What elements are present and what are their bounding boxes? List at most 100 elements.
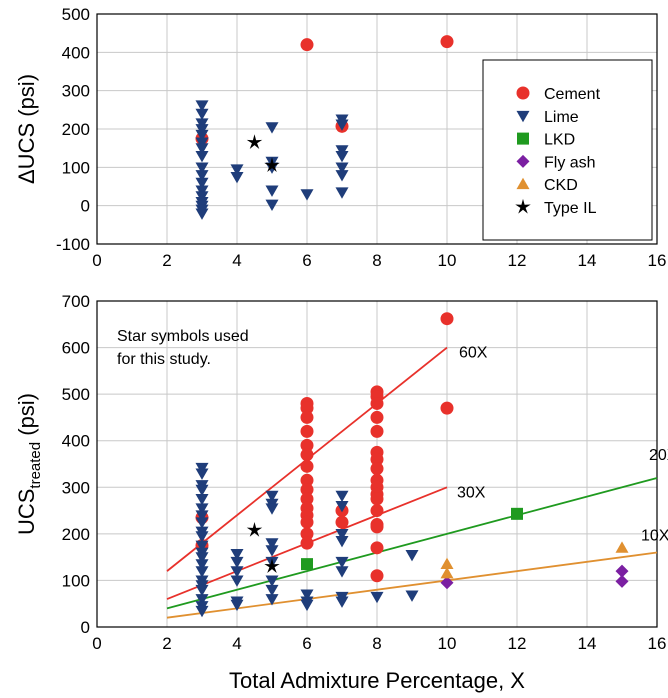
point	[265, 122, 279, 134]
point	[300, 189, 314, 201]
point	[195, 143, 209, 155]
x-tick-label: 2	[162, 634, 171, 653]
x-tick-label: 14	[578, 634, 597, 653]
legend-box	[482, 59, 653, 241]
point	[335, 596, 349, 608]
point	[440, 557, 454, 570]
point	[195, 137, 209, 149]
trend-label: 10X	[641, 527, 668, 544]
point	[370, 591, 384, 604]
y-tick-label: 200	[62, 525, 90, 544]
point	[440, 566, 454, 579]
point	[230, 172, 244, 184]
point	[300, 401, 314, 415]
point	[335, 535, 349, 548]
y-tick-label: 700	[62, 292, 90, 311]
trend-label: 60X	[459, 345, 488, 362]
plot-frame	[96, 13, 658, 245]
x-tick-label: 10	[438, 634, 457, 653]
point	[195, 584, 209, 597]
point	[265, 185, 279, 197]
point	[440, 576, 454, 590]
point	[370, 520, 384, 534]
legend-label: Lime	[544, 109, 579, 126]
x-tick-label: 10	[438, 251, 457, 270]
point	[300, 410, 314, 424]
point	[335, 501, 349, 513]
point	[246, 522, 263, 537]
x-tick-label: 16	[648, 251, 667, 270]
point	[195, 108, 209, 121]
point	[265, 199, 279, 212]
point	[195, 177, 209, 190]
point	[230, 566, 244, 578]
y-axis-label: ΔUCS (psi)	[14, 74, 39, 184]
x-tick-label: 4	[232, 634, 241, 653]
point	[195, 484, 209, 497]
point	[265, 538, 279, 550]
point	[195, 540, 209, 552]
point	[195, 191, 209, 203]
point	[335, 170, 349, 182]
point	[335, 119, 349, 131]
point	[265, 575, 279, 587]
y-tick-label: 300	[62, 82, 90, 101]
point	[615, 541, 629, 553]
point	[265, 594, 279, 606]
x-tick-label: 6	[302, 251, 311, 270]
y-label-suffix: (psi)	[14, 393, 39, 442]
point	[335, 150, 349, 163]
y-tick-label: -100	[56, 235, 90, 254]
point	[370, 410, 384, 424]
point	[615, 574, 629, 588]
point	[230, 549, 244, 561]
legend-label: LKD	[544, 132, 575, 149]
point	[335, 566, 349, 578]
point	[335, 515, 349, 529]
point	[335, 145, 349, 157]
point	[370, 424, 384, 438]
point	[195, 559, 209, 571]
legend-marker	[516, 154, 530, 168]
point	[300, 473, 314, 487]
y-tick-label: 0	[81, 618, 90, 637]
legend-label: Cement	[544, 86, 601, 103]
y-tick-label: 100	[62, 571, 90, 590]
y-tick-label: 100	[62, 158, 90, 177]
x-tick-label: 0	[92, 634, 101, 653]
point	[195, 124, 209, 136]
legend-marker	[517, 132, 529, 145]
x-tick-label: 6	[302, 634, 311, 653]
point	[300, 515, 314, 529]
point	[300, 459, 314, 473]
x-tick-label: 12	[508, 634, 527, 653]
legend-marker	[516, 110, 530, 123]
point	[195, 517, 209, 529]
y-axis-label: UCStreated (psi)	[14, 393, 44, 535]
point	[230, 164, 244, 176]
y-label-sub: treated	[27, 442, 44, 489]
annotation: for this study.	[117, 351, 211, 368]
y-tick-label: 400	[62, 43, 90, 62]
point	[195, 162, 209, 174]
point	[615, 564, 629, 578]
legend-label: Fly ash	[544, 154, 596, 171]
x-tick-label: 8	[372, 251, 381, 270]
point	[195, 170, 209, 182]
point	[370, 504, 384, 518]
point	[300, 438, 314, 452]
legend-marker	[516, 86, 530, 100]
x-tick-label: 4	[232, 251, 241, 270]
trend-label: 30X	[457, 484, 486, 501]
point	[264, 558, 280, 574]
y-label-main: UCS	[14, 489, 39, 535]
point	[300, 448, 314, 462]
point	[300, 589, 314, 601]
y-tick-label: 500	[62, 5, 90, 24]
point	[265, 503, 279, 515]
trend-line	[166, 551, 658, 619]
point	[195, 468, 209, 480]
point	[195, 594, 209, 606]
y-tick-label: 400	[62, 432, 90, 451]
